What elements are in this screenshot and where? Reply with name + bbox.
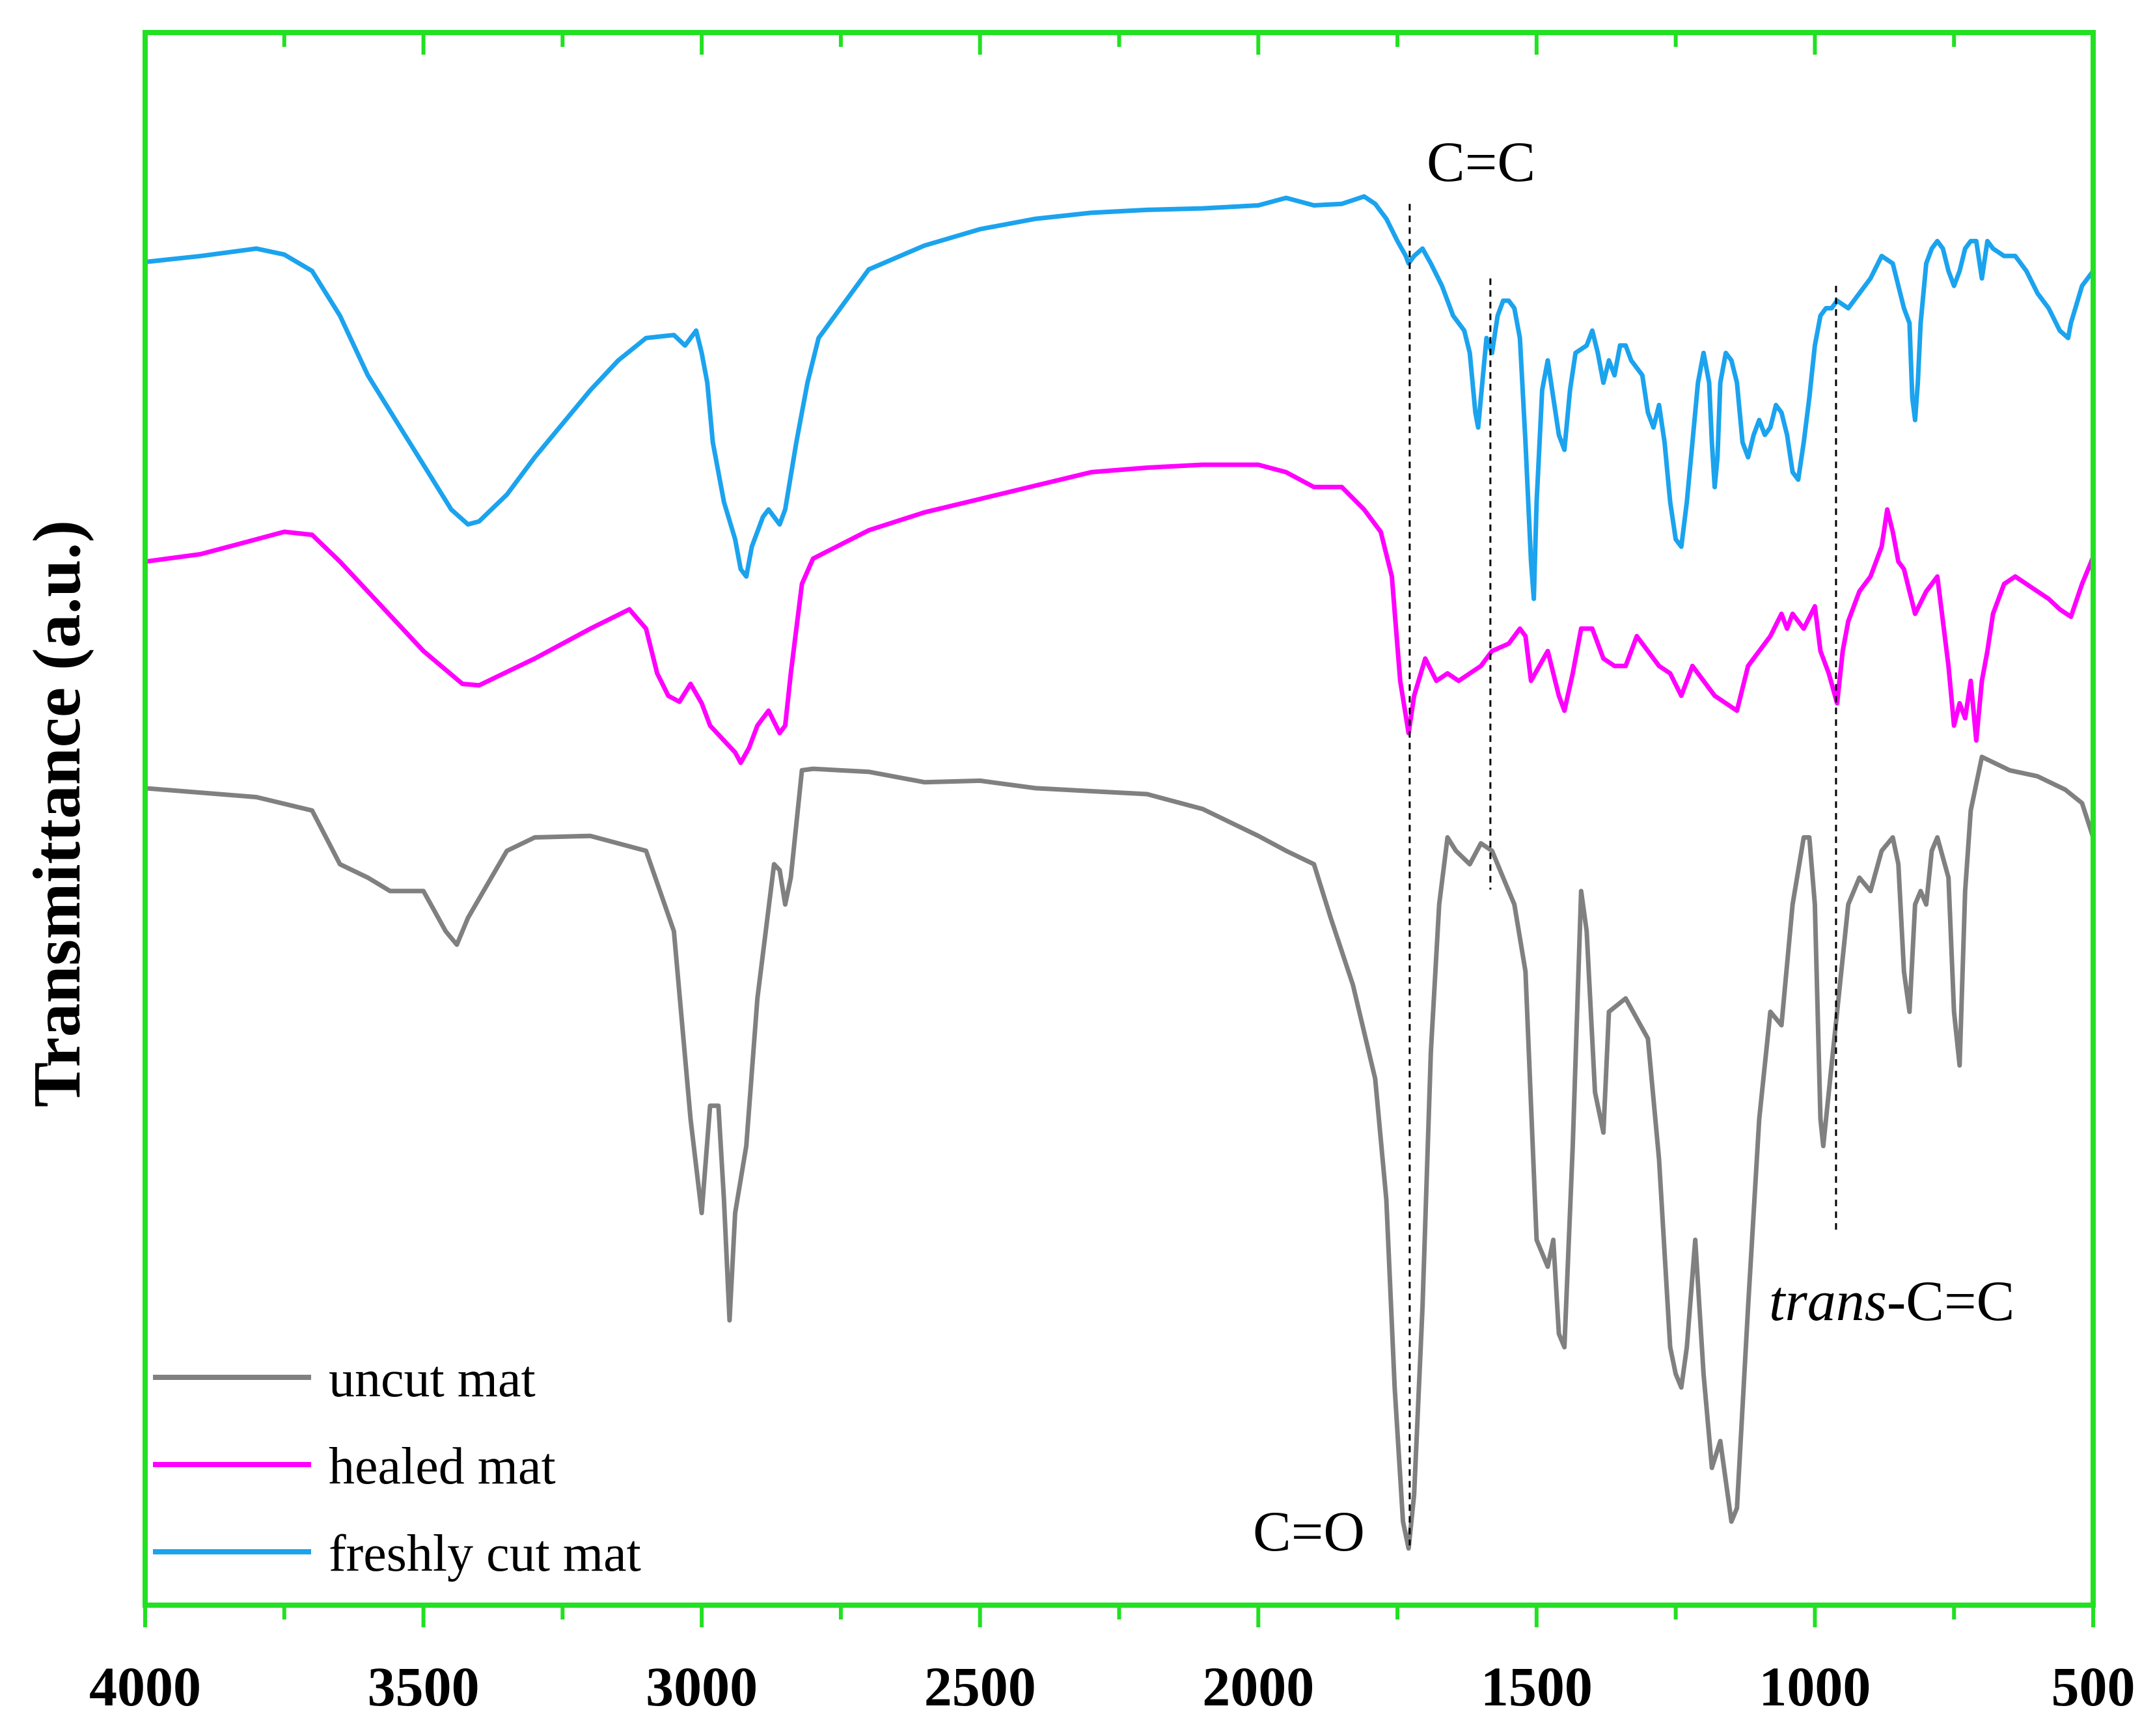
legend-label-healed: healed mat <box>329 1438 556 1495</box>
annotation-trans-c-double-c: trans-C=C <box>1769 1270 2014 1333</box>
x-tick-label-3000: 3000 <box>646 1655 758 1718</box>
guide-lines <box>1408 204 1837 1546</box>
annotation-c-double-c: C=C <box>1427 131 1535 194</box>
x-tick-label-1500: 1500 <box>1481 1655 1593 1718</box>
x-axis-tick-labels: 4000 3500 3000 2500 2000 1500 1000 500 <box>89 1655 2135 1718</box>
x-tick-label-2500: 2500 <box>924 1655 1036 1718</box>
x-tick-label-500: 500 <box>2052 1655 2135 1718</box>
annotation-trans-prefix: trans <box>1769 1270 1887 1333</box>
annotation-trans-suffix: -C=C <box>1887 1270 2014 1333</box>
annotation-c-double-o: C=O <box>1253 1500 1365 1564</box>
series-line-uncut-mat <box>143 754 2096 1551</box>
legend-label-uncut: uncut mat <box>329 1351 536 1408</box>
x-tick-label-3500: 3500 <box>368 1655 480 1718</box>
x-tick-label-2000: 2000 <box>1202 1655 1314 1718</box>
x-axis-ticks <box>143 33 2095 1627</box>
y-axis-title: Transmittance (a.u.) <box>20 520 94 1107</box>
x-tick-label-1000: 1000 <box>1759 1655 1871 1718</box>
series-line-freshly-cut-mat <box>143 194 2096 601</box>
x-tick-label-4000: 4000 <box>89 1655 201 1718</box>
legend-label-freshly-cut: freshly cut mat <box>329 1525 641 1582</box>
series-layer <box>143 194 2096 1551</box>
legend: uncut mat healed mat freshly cut mat <box>153 1351 641 1582</box>
series-line-healed-mat <box>143 462 2096 765</box>
